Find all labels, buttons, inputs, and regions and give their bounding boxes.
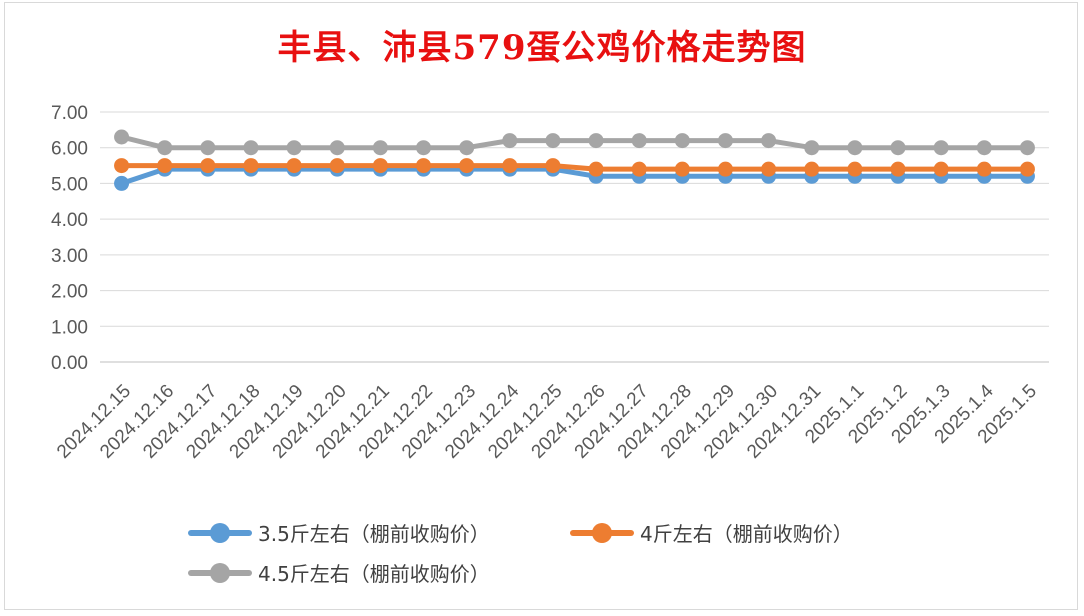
- data-point: [588, 133, 604, 149]
- data-point: [372, 140, 388, 156]
- data-point: [329, 158, 345, 174]
- data-point: [416, 140, 432, 156]
- y-tick-label: 5.00: [51, 174, 88, 195]
- data-point: [114, 158, 130, 174]
- data-point: [976, 140, 992, 156]
- data-point: [114, 129, 130, 145]
- legend-item: 4斤左右（棚前收购价）: [570, 518, 853, 547]
- data-point: [243, 140, 259, 156]
- data-point: [631, 133, 647, 149]
- legend-item: 4.5斤左右（棚前收购价）: [188, 558, 490, 587]
- y-tick-label: 7.00: [51, 103, 88, 124]
- data-point: [717, 133, 733, 149]
- data-point: [157, 158, 173, 174]
- legend-item: 3.5斤左右（棚前收购价）: [188, 518, 490, 547]
- series-line: [119, 163, 1030, 172]
- data-point: [416, 158, 432, 174]
- data-point: [1019, 140, 1035, 156]
- data-point: [847, 140, 863, 156]
- data-point: [761, 161, 777, 177]
- y-axis-ticks: 0.00 1.00 2.00 3.00 4.00 5.00 6.00 7.00: [51, 103, 88, 374]
- data-point: [631, 161, 647, 177]
- data-point: [243, 158, 259, 174]
- legend-label: 4.5斤左右（棚前收购价）: [258, 562, 490, 586]
- data-point: [200, 140, 216, 156]
- series-line: [119, 134, 1030, 151]
- series-line: [119, 166, 1030, 186]
- series-2: [114, 158, 1035, 177]
- data-point: [933, 140, 949, 156]
- data-point: [717, 161, 733, 177]
- legend-swatch: [570, 522, 634, 544]
- legend-label: 3.5斤左右（棚前收购价）: [258, 522, 490, 546]
- legend-swatch: [188, 562, 252, 584]
- legend-label: 4斤左右（棚前收购价）: [640, 522, 853, 546]
- data-point: [372, 158, 388, 174]
- data-point: [804, 140, 820, 156]
- data-point: [890, 161, 906, 177]
- data-point: [588, 161, 604, 177]
- data-point: [674, 161, 690, 177]
- data-point: [200, 158, 216, 174]
- chart-title: 丰县、沛县579蛋公鸡价格走势图: [277, 28, 807, 68]
- data-point: [502, 133, 518, 149]
- data-point: [933, 161, 949, 177]
- data-point: [847, 161, 863, 177]
- y-tick-label: 4.00: [51, 210, 88, 231]
- y-tick-label: 0.00: [51, 353, 88, 374]
- data-point: [761, 133, 777, 149]
- y-tick-label: 2.00: [51, 282, 88, 303]
- legend-swatch: [188, 522, 252, 544]
- data-point: [114, 175, 130, 191]
- chart-frame: [4, 2, 1078, 610]
- data-point: [459, 140, 475, 156]
- data-point: [804, 161, 820, 177]
- data-point: [502, 158, 518, 174]
- series-group: [114, 129, 1035, 191]
- y-tick-label: 1.00: [51, 317, 88, 338]
- x-axis-ticks: 2024.12.152024.12.162024.12.172024.12.18…: [53, 380, 1041, 462]
- data-point: [545, 133, 561, 149]
- y-tick-label: 3.00: [51, 246, 88, 267]
- data-point: [976, 161, 992, 177]
- data-point: [1019, 161, 1035, 177]
- data-point: [459, 158, 475, 174]
- series-3: [114, 129, 1035, 156]
- data-point: [286, 158, 302, 174]
- data-point: [890, 140, 906, 156]
- data-point: [157, 140, 173, 156]
- data-point: [286, 140, 302, 156]
- data-point: [329, 140, 345, 156]
- y-tick-label: 6.00: [51, 139, 88, 160]
- data-point: [674, 133, 690, 149]
- data-point: [545, 158, 561, 174]
